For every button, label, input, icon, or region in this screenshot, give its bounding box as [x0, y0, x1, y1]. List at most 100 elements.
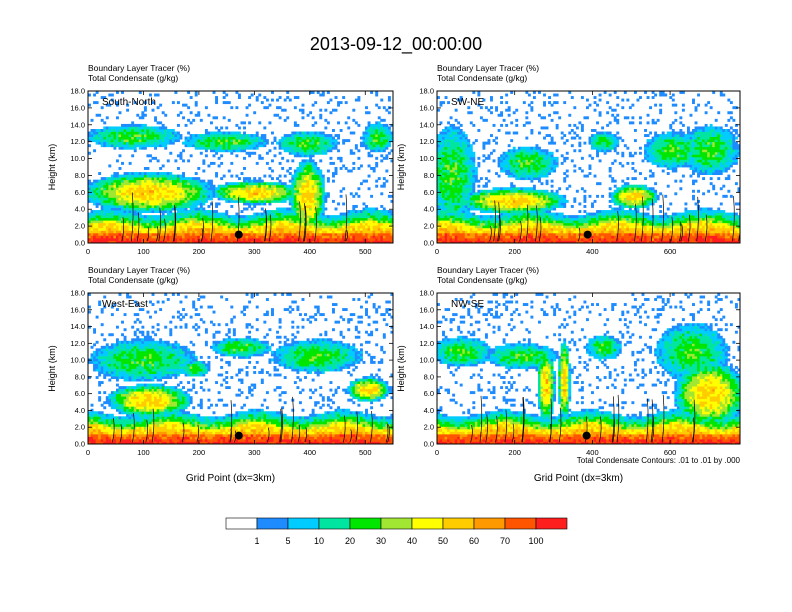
field-cell	[326, 101, 330, 105]
field-cell	[197, 202, 201, 206]
field-cell	[309, 184, 313, 188]
field-cell	[143, 217, 147, 221]
field-cell	[484, 225, 488, 229]
field-cell	[469, 230, 473, 234]
field-cell	[530, 230, 534, 234]
field-cell	[207, 113, 211, 117]
field-cell	[192, 194, 196, 198]
field-cell	[227, 232, 231, 236]
field-cell	[699, 222, 703, 226]
field-cell	[100, 202, 104, 206]
field-cell	[215, 217, 219, 221]
field-cell	[103, 189, 107, 193]
field-cell	[123, 187, 127, 191]
field-cell	[631, 222, 635, 226]
field-cell	[128, 141, 132, 145]
field-cell	[149, 189, 152, 193]
field-cell	[659, 222, 663, 226]
field-cell	[558, 222, 562, 226]
field-cell	[296, 222, 300, 226]
field-cell	[220, 146, 224, 150]
field-cell	[437, 222, 440, 226]
field-cell	[210, 210, 213, 213]
field-cell	[377, 144, 381, 148]
field-cell	[95, 199, 99, 203]
field-cell	[100, 189, 104, 193]
field-cell	[354, 212, 358, 216]
field-cell	[387, 96, 391, 99]
field-cell	[316, 205, 320, 208]
field-cell	[103, 177, 107, 181]
field-cell	[118, 205, 122, 208]
field-cell	[220, 141, 224, 145]
field-cell	[240, 144, 244, 148]
field-cell	[243, 194, 246, 198]
field-cell	[380, 230, 384, 234]
field-cell	[93, 235, 97, 239]
field-cell	[560, 225, 564, 229]
field-cell	[286, 159, 290, 163]
field-cell	[133, 131, 137, 135]
field-cell	[390, 232, 393, 236]
field-cell	[296, 240, 300, 243]
field-cell	[204, 212, 208, 216]
field-cell	[613, 237, 617, 241]
field-cell	[113, 237, 117, 241]
field-cell	[495, 220, 498, 224]
field-cell	[235, 227, 239, 231]
field-cell	[212, 187, 216, 191]
field-cell	[623, 227, 627, 231]
field-cell	[324, 151, 328, 155]
field-cell	[474, 240, 478, 243]
field-cell	[387, 111, 391, 115]
field-cell	[166, 189, 170, 193]
field-cell	[676, 227, 680, 231]
field-cell	[457, 240, 461, 243]
field-cell	[273, 136, 277, 140]
field-cell	[334, 215, 338, 219]
field-cell	[507, 225, 511, 229]
field-cell	[367, 225, 371, 229]
field-cell	[250, 235, 254, 239]
field-cell	[189, 197, 193, 201]
field-cell	[115, 232, 119, 236]
field-cell	[477, 235, 481, 239]
field-cell	[138, 207, 142, 211]
field-cell	[110, 205, 114, 208]
field-cell	[133, 202, 137, 206]
field-cell	[573, 240, 577, 243]
field-cell	[304, 159, 307, 163]
field-cell	[293, 210, 297, 213]
field-cell	[447, 232, 451, 236]
field-cell	[98, 172, 102, 175]
field-cell	[263, 136, 267, 140]
field-cell	[286, 237, 290, 241]
field-cell	[276, 215, 280, 219]
field-cell	[207, 212, 211, 216]
field-cell	[332, 237, 335, 241]
field-cell	[329, 230, 333, 234]
field-cell	[319, 235, 323, 239]
field-cell	[288, 197, 292, 201]
field-cell	[194, 177, 198, 181]
field-cell	[138, 240, 142, 243]
field-cell	[362, 202, 366, 206]
field-cell	[631, 227, 635, 231]
field-cell	[138, 217, 142, 221]
field-cell	[156, 174, 160, 178]
field-cell	[520, 237, 524, 241]
field-cell	[591, 222, 594, 226]
field-cell	[240, 237, 244, 241]
field-cell	[349, 212, 353, 216]
field-cell	[136, 123, 140, 127]
field-cell	[176, 202, 180, 206]
field-cell	[304, 179, 307, 183]
field-cell	[143, 141, 147, 145]
field-cell	[156, 192, 160, 196]
field-cell	[237, 197, 241, 201]
field-cell	[182, 225, 185, 229]
field-cell	[169, 235, 173, 239]
field-cell	[390, 230, 393, 234]
field-cell	[143, 101, 147, 105]
field-cell	[123, 232, 127, 236]
